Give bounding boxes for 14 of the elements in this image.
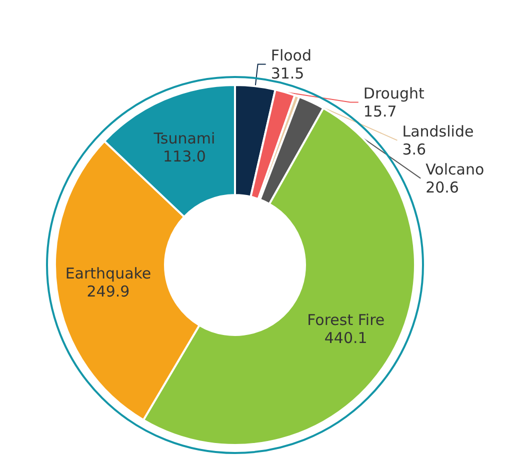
slice-label: Tsunami xyxy=(152,129,216,148)
slice-label: Forest Fire xyxy=(307,310,385,329)
data-label: 440.1 xyxy=(324,328,368,347)
slice-label: Earthquake xyxy=(65,264,152,283)
slice-label: Landslide xyxy=(402,122,474,140)
data-label: 20.6 xyxy=(426,178,459,196)
data-label: 249.9 xyxy=(86,282,130,301)
data-label: 3.6 xyxy=(402,140,426,158)
data-label: 113.0 xyxy=(162,147,206,166)
data-label: 15.7 xyxy=(363,102,397,120)
slice-label: Drought xyxy=(363,84,424,102)
slice-label: Volcano xyxy=(426,160,484,178)
data-label: 31.5 xyxy=(270,64,304,82)
slice-label: Flood xyxy=(270,46,312,64)
